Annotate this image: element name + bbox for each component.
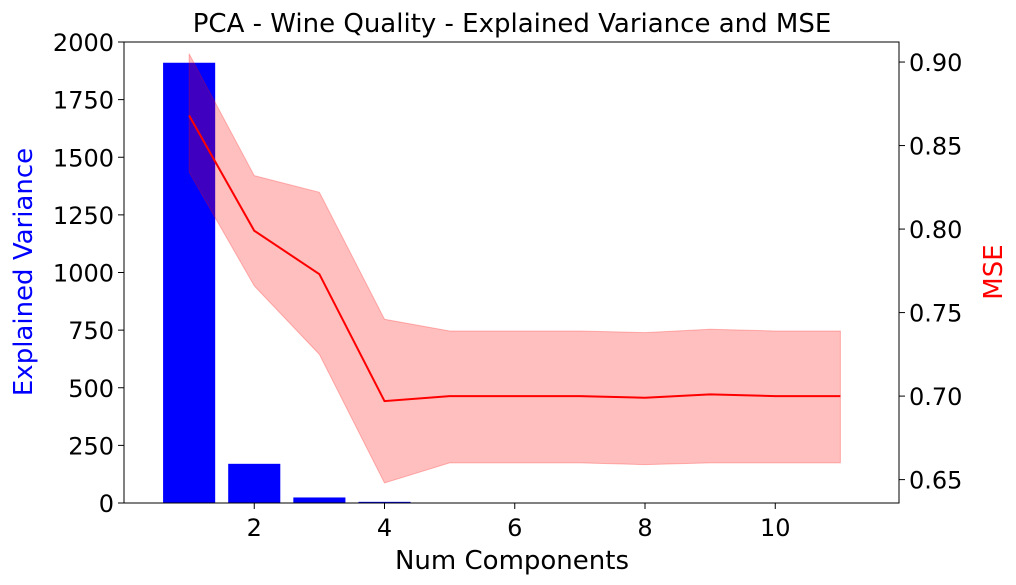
bar-1 (163, 62, 216, 504)
x-tick-label: 4 (377, 514, 392, 542)
mse-line (188, 115, 841, 403)
y-right-tick-label: 0.90 (909, 49, 962, 77)
y-left-tick-label: 500 (68, 375, 114, 403)
y-left-tick-label: 0 (99, 490, 114, 518)
y-left-tick-label: 2000 (53, 29, 114, 57)
x-axis-label: Num Components (395, 546, 629, 576)
y-left-tick-label: 1000 (53, 260, 114, 288)
bars (163, 62, 411, 504)
mse-band (188, 53, 841, 484)
bar-3 (293, 497, 346, 503)
y-left-tick-label: 250 (68, 432, 114, 460)
bar-4 (358, 501, 411, 503)
y-left-tick-label: 750 (68, 317, 114, 345)
y-left-tick-label: 1250 (53, 202, 114, 230)
y-right-tick-label: 0.80 (909, 216, 962, 244)
y-left-axis-ticks: 0 250 500 750 1000 1250 1500 1750 2000 (53, 29, 124, 518)
y-right-axis-ticks: 0.65 0.70 0.75 0.80 0.85 0.90 (899, 49, 962, 495)
y-right-tick-label: 0.65 (909, 467, 962, 495)
x-tick-label: 10 (760, 514, 791, 542)
y-right-tick-label: 0.75 (909, 300, 962, 328)
x-tick-label: 8 (637, 514, 652, 542)
x-tick-label: 2 (247, 514, 262, 542)
mse-confidence-band (188, 53, 841, 484)
y-right-tick-label: 0.85 (909, 133, 962, 161)
y-right-tick-label: 0.70 (909, 383, 962, 411)
y-left-axis-label: Explained Variance (9, 148, 39, 396)
chart-title: PCA - Wine Quality - Explained Variance … (193, 9, 832, 39)
bar-2 (228, 463, 281, 503)
x-axis-ticks: 2 4 6 8 10 (247, 503, 791, 542)
x-tick-label: 6 (507, 514, 522, 542)
y-left-tick-label: 1500 (53, 144, 114, 172)
y-left-tick-label: 1750 (53, 87, 114, 115)
y-right-axis-label: MSE (979, 244, 1009, 299)
